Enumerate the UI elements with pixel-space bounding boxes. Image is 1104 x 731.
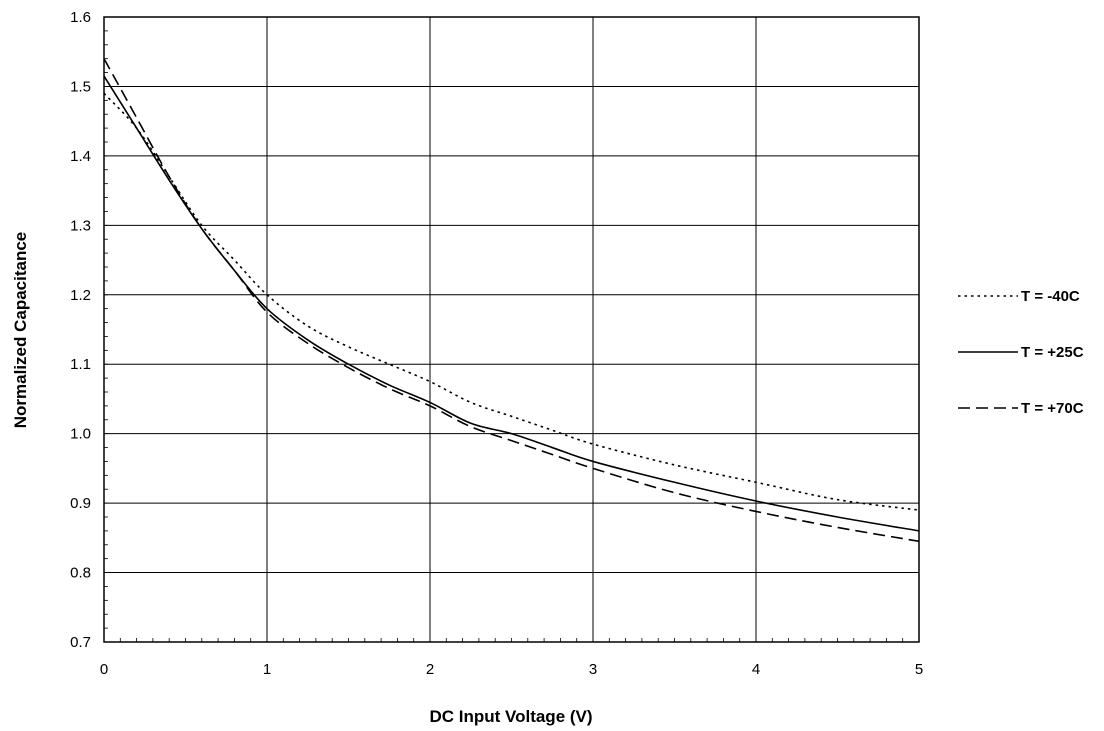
series-lines <box>103 58 920 543</box>
y-tick-label: 0.8 <box>70 565 91 582</box>
x-tick-label: 5 <box>915 661 923 678</box>
x-tick-labels: 0 1 2 3 4 5 <box>100 661 923 678</box>
y-tick-label: 1.4 <box>70 148 91 165</box>
series-line-1 <box>103 92 920 511</box>
minor-ticks <box>103 16 920 643</box>
y-tick-label: 1.1 <box>70 356 91 373</box>
series-line-3 <box>103 58 920 543</box>
x-tick-label: 0 <box>100 661 108 678</box>
y-tick-label: 0.9 <box>70 495 91 512</box>
x-tick-label: 2 <box>426 661 434 678</box>
y-tick-label: 1.2 <box>70 287 91 304</box>
y-tick-labels: 0.7 0.8 0.9 1.0 1.1 1.2 1.3 1.4 1.5 1.6 <box>70 9 91 651</box>
y-tick-label: 1.6 <box>70 9 91 26</box>
grid <box>104 17 919 642</box>
legend-label: T = +70C <box>1021 400 1084 417</box>
legend-label: T = +25C <box>1021 344 1084 361</box>
y-tick-label: 1.5 <box>70 78 91 95</box>
y-tick-label: 0.7 <box>70 634 91 651</box>
legend: T = -40C T = +25C T = +70C <box>958 288 1084 417</box>
x-tick-label: 4 <box>752 661 760 678</box>
legend-label: T = -40C <box>1021 288 1080 305</box>
x-tick-label: 1 <box>263 661 271 678</box>
plot-frame <box>103 16 920 643</box>
x-tick-label: 3 <box>589 661 597 678</box>
y-tick-label: 1.3 <box>70 217 91 234</box>
x-axis-title: DC Input Voltage (V) <box>429 707 592 726</box>
series-line-2 <box>103 75 920 532</box>
y-axis-title: Normalized Capacitance <box>11 232 30 429</box>
y-tick-label: 1.0 <box>70 426 91 443</box>
